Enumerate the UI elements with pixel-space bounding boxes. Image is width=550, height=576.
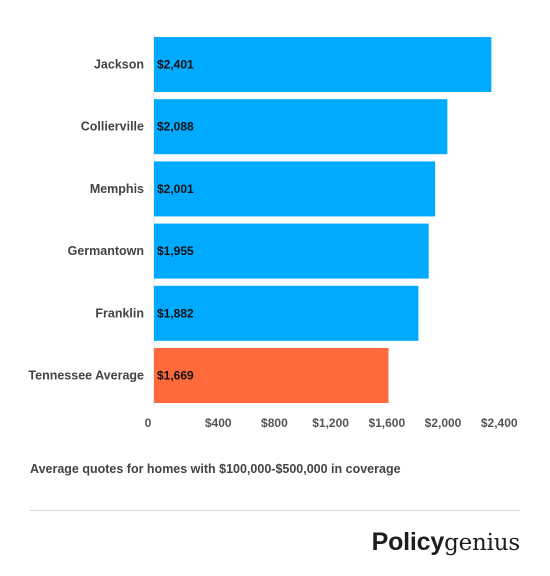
x-tick-label: $400 <box>205 416 232 430</box>
bar-chart: Jackson $2,401 Collierville $2,088 Memphis $2… <box>28 33 518 430</box>
bar-germantown <box>154 223 429 279</box>
x-tick-label: $2,000 <box>425 416 462 430</box>
data-label-jackson: $2,401 <box>157 58 194 72</box>
bar-jackson <box>154 37 492 92</box>
category-label-collierville: Collierville <box>81 120 144 134</box>
category-label-jackson: Jackson <box>94 58 144 72</box>
x-tick-label: $2,400 <box>481 416 518 430</box>
chart-caption: Average quotes for homes with $100,000-$… <box>30 462 401 476</box>
data-label-memphis: $2,001 <box>157 182 194 196</box>
bar-collierville <box>154 99 448 155</box>
category-label-germantown: Germantown <box>68 244 144 258</box>
x-tick-label: $1,600 <box>368 416 405 430</box>
logo-text-bold: Policy <box>371 528 445 556</box>
category-label-tennessee-average: Tennessee Average <box>28 369 144 383</box>
x-tick-label: 0 <box>145 416 152 430</box>
bar-franklin <box>154 285 419 341</box>
bar-tennessee-average <box>154 348 389 403</box>
divider <box>30 510 520 511</box>
data-label-collierville: $2,088 <box>157 120 194 134</box>
x-tick-label: $800 <box>261 416 288 430</box>
category-label-memphis: Memphis <box>90 182 144 196</box>
category-label-franklin: Franklin <box>95 306 144 320</box>
x-tick-label: $1,200 <box>312 416 349 430</box>
policygenius-logo[interactable]: Policy genius <box>371 528 521 557</box>
data-label-tennessee-average: $1,669 <box>157 369 194 383</box>
logo-text-regular: genius <box>444 530 520 556</box>
bar-memphis <box>154 161 436 217</box>
data-label-franklin: $1,882 <box>157 306 194 320</box>
data-label-germantown: $1,955 <box>157 244 194 258</box>
